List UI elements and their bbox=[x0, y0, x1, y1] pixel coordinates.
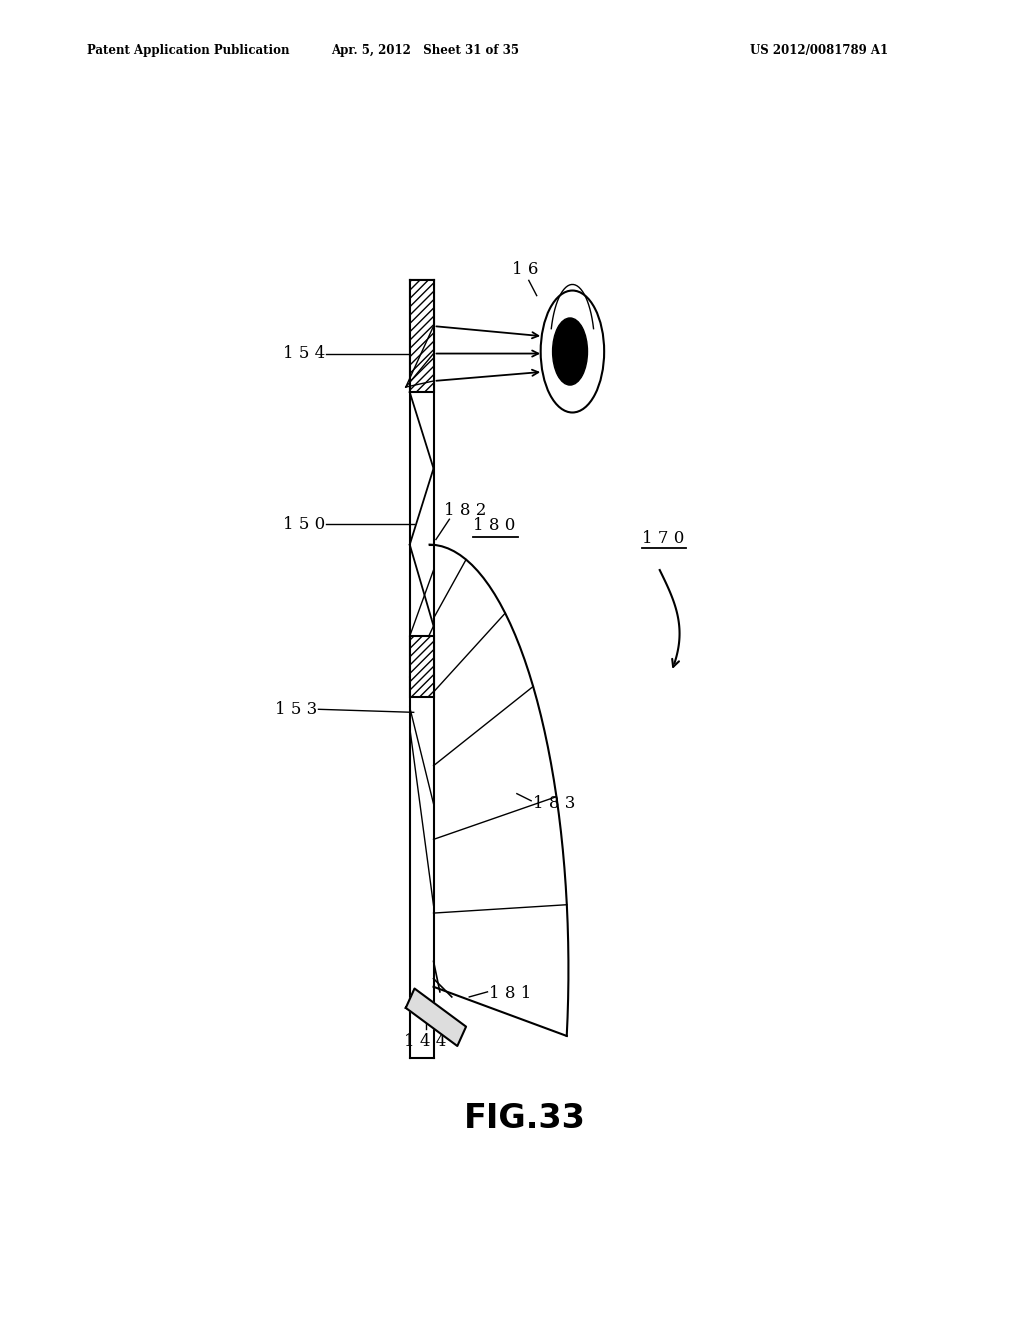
Polygon shape bbox=[406, 989, 466, 1045]
Text: 1 5 3: 1 5 3 bbox=[274, 701, 316, 718]
Ellipse shape bbox=[541, 290, 604, 413]
Text: Patent Application Publication: Patent Application Publication bbox=[87, 44, 290, 57]
Text: Apr. 5, 2012   Sheet 31 of 35: Apr. 5, 2012 Sheet 31 of 35 bbox=[331, 44, 519, 57]
Text: 1 6: 1 6 bbox=[512, 261, 538, 279]
Text: 1 8 2: 1 8 2 bbox=[443, 502, 486, 519]
Text: 1 8 3: 1 8 3 bbox=[532, 796, 575, 812]
Text: US 2012/0081789 A1: US 2012/0081789 A1 bbox=[751, 44, 888, 57]
Text: 1 4 4: 1 4 4 bbox=[404, 1032, 446, 1049]
Text: 1 5 4: 1 5 4 bbox=[283, 345, 325, 362]
Text: 1 7 0: 1 7 0 bbox=[642, 529, 685, 546]
Bar bbox=[410, 280, 433, 392]
Text: 1 5 0: 1 5 0 bbox=[283, 516, 325, 533]
Text: 1 8 0: 1 8 0 bbox=[473, 517, 516, 535]
Text: 1 8 1: 1 8 1 bbox=[489, 986, 531, 1002]
Bar bbox=[410, 636, 433, 697]
Text: FIG.33: FIG.33 bbox=[464, 1102, 586, 1135]
Ellipse shape bbox=[553, 318, 588, 385]
